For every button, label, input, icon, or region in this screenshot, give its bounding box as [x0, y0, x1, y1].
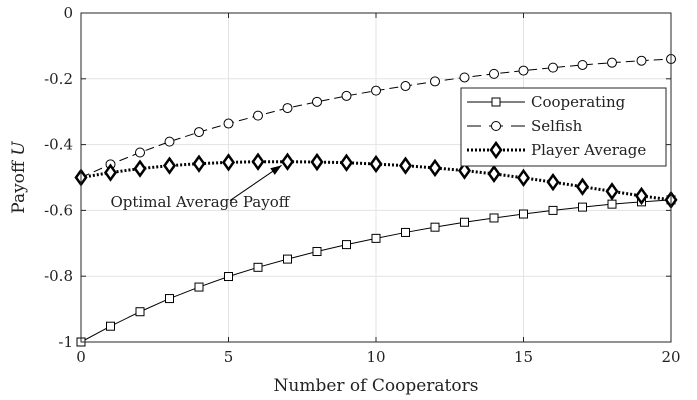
data-point-cooperating: [548, 205, 558, 215]
data-point-selfish: [164, 136, 175, 147]
data-point-cooperating: [401, 227, 410, 237]
axis-ticks: 0 5 10 15 20 -1 -0.8 -0.6 -0.4 -0.2 0: [44, 4, 680, 366]
data-point-player-average: [310, 152, 324, 172]
data-point-player-average: [428, 158, 442, 178]
data-point-selfish: [548, 62, 558, 73]
data-point-selfish: [223, 118, 234, 129]
data-point-player-average: [162, 156, 177, 175]
data-point-player-average: [398, 156, 413, 175]
x-axis-label: Number of Cooperators: [274, 376, 479, 396]
data-point-cooperating: [519, 209, 528, 219]
data-point-cooperating: [283, 254, 292, 264]
x-tick-label: 5: [224, 348, 234, 366]
data-point-selfish: [371, 85, 381, 96]
x-tick-label: 0: [76, 348, 86, 366]
data-point-player-average: [487, 164, 501, 184]
data-point-cooperating: [430, 222, 440, 232]
legend-marker: [491, 97, 501, 107]
data-point-player-average: [575, 177, 590, 196]
data-point-selfish: [430, 76, 440, 87]
legend-entry-player-average: Player Average: [467, 140, 646, 160]
data-point-player-average: [369, 154, 383, 174]
data-point-cooperating: [253, 262, 263, 272]
data-point-player-average: [133, 159, 147, 178]
y-axis-label-main: Payoff: [9, 156, 29, 214]
data-point-cooperating: [312, 247, 322, 257]
y-axis-label: Payoff U: [9, 141, 29, 214]
data-point-selfish: [518, 65, 529, 76]
data-point-player-average: [280, 152, 295, 171]
series-player-average: [74, 152, 678, 210]
data-point-selfish: [312, 96, 322, 107]
data-point-cooperating: [371, 233, 381, 243]
data-point-selfish: [636, 55, 647, 66]
annotation-text: Optimal Average Payoff: [111, 193, 291, 211]
data-point-selfish: [577, 59, 588, 70]
y-tick-label: -0.4: [44, 136, 73, 154]
data-point-cooperating: [342, 240, 351, 250]
legend-label: Player Average: [531, 141, 646, 159]
y-tick-label: -0.6: [44, 201, 73, 219]
data-point-player-average: [516, 168, 531, 187]
data-point-player-average: [339, 153, 354, 172]
data-point-player-average: [546, 172, 560, 192]
data-point-player-average: [634, 186, 649, 206]
annotation: Optimal Average Payoff: [111, 164, 291, 211]
data-point-selfish: [489, 68, 499, 79]
data-point-player-average: [251, 152, 265, 171]
data-point-player-average: [103, 163, 118, 182]
legend-label: Selfish: [531, 117, 583, 135]
data-point-player-average: [457, 161, 472, 180]
data-point-cooperating: [135, 307, 145, 317]
data-point-cooperating: [460, 217, 469, 227]
y-tick-label: -0.8: [44, 267, 73, 285]
legend-entry-selfish: Selfish: [467, 117, 583, 135]
data-point-selfish: [194, 127, 204, 138]
data-point-selfish: [400, 81, 411, 92]
data-point-cooperating: [489, 213, 499, 223]
data-point-player-average: [192, 154, 206, 173]
data-point-selfish: [253, 110, 263, 121]
series-selfish: [76, 54, 676, 183]
x-tick-label: 20: [661, 348, 680, 366]
y-axis-label-var: U: [9, 141, 29, 156]
legend-label: Cooperating: [531, 93, 626, 111]
data-point-selfish: [459, 72, 470, 83]
x-tick-label: 10: [366, 348, 385, 366]
y-tick-label: -1: [58, 333, 73, 351]
data-point-cooperating: [224, 272, 233, 282]
legend-entry-cooperating: Cooperating: [467, 93, 626, 111]
data-point-selfish: [282, 103, 293, 114]
data-point-player-average: [221, 153, 236, 172]
x-tick-label: 15: [514, 348, 533, 366]
y-tick-label: 0: [63, 4, 73, 22]
data-point-selfish: [135, 147, 145, 158]
data-point-cooperating: [165, 294, 174, 304]
legend-marker: [491, 121, 501, 131]
data-point-selfish: [607, 57, 617, 68]
series-line-player-average: [80, 160, 672, 202]
data-point-cooperating: [106, 321, 115, 331]
data-point-cooperating: [578, 202, 587, 212]
legend: Cooperating Selfish Player Average: [460, 87, 667, 167]
data-point-cooperating: [607, 199, 617, 209]
y-tick-label: -0.2: [44, 70, 73, 88]
data-point-player-average: [605, 182, 619, 201]
data-point-cooperating: [194, 282, 204, 292]
legend-marker: [489, 140, 503, 160]
data-point-selfish: [341, 90, 352, 101]
annotation-arrow-head: [270, 165, 282, 175]
